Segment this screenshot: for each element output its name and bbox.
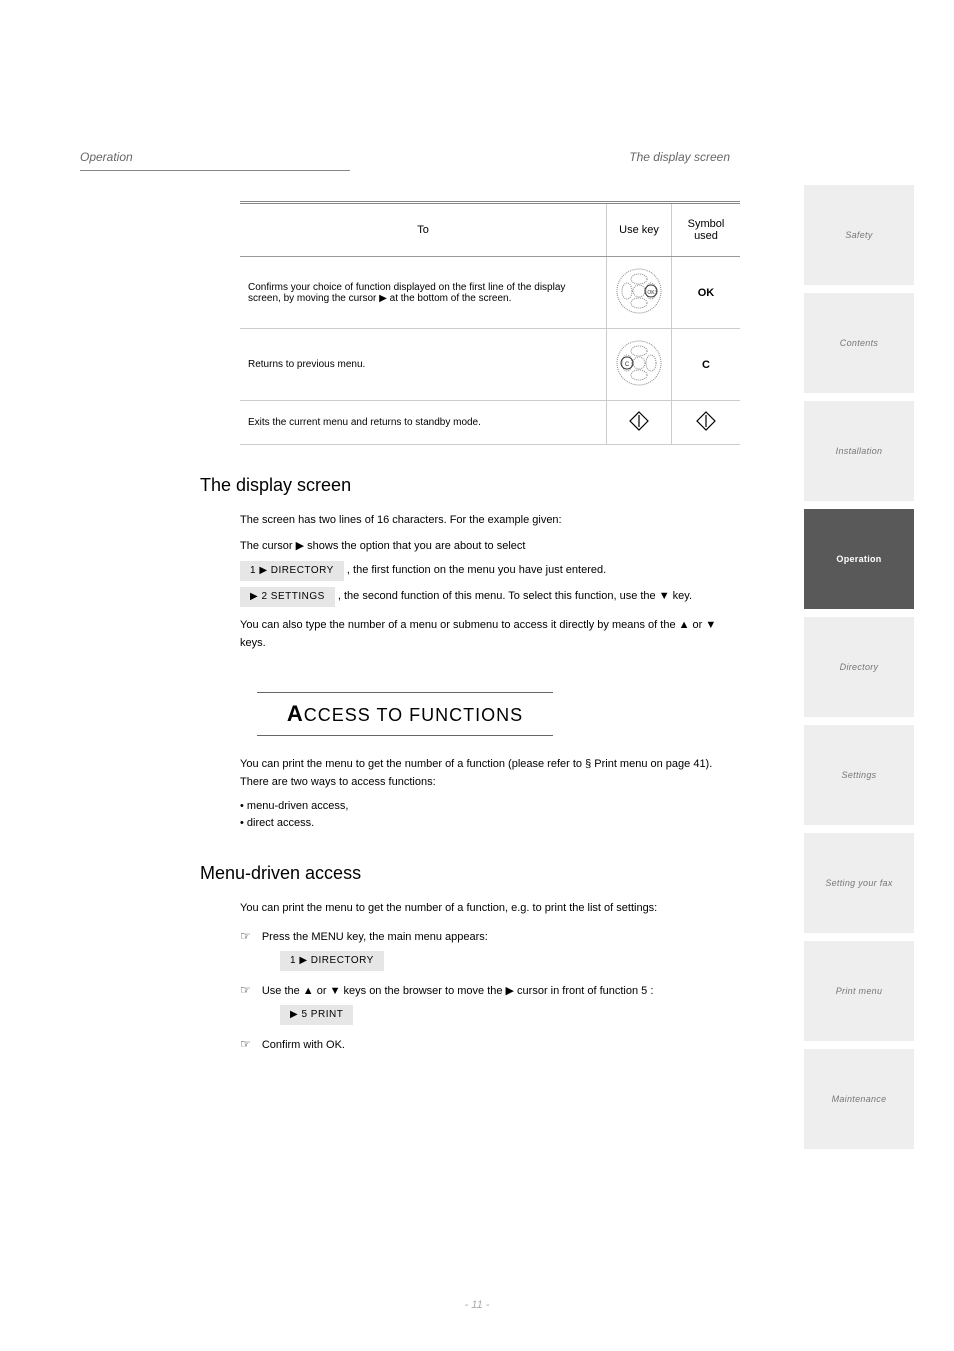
section-banner: ACCESS TO FUNCTIONS [80, 692, 730, 736]
tab-maintenance[interactable]: Maintenance [804, 1049, 914, 1149]
svg-text:OK: OK [647, 290, 655, 296]
dpad-icon: OK [615, 267, 663, 318]
pill-settings: ▶ 2 SETTINGS [240, 587, 335, 607]
step2-pill-row: ▶ 5 PRINT [280, 1005, 730, 1025]
step2: ☞ Use the ▲ or ▼ keys on the browser to … [240, 981, 730, 1001]
cell-to: Confirms your choice of function display… [240, 257, 607, 329]
cell-key: C [607, 329, 672, 401]
cell-key [607, 401, 672, 445]
page-content: Operation The display screen To Use key … [80, 150, 730, 1054]
diamond-icon [696, 422, 716, 434]
display-row1: 1 ▶ DIRECTORY , the first function on th… [240, 561, 730, 581]
hand-icon: ☞ [240, 1035, 251, 1054]
col-key: Use key [607, 203, 672, 257]
tab-safety[interactable]: Safety [804, 185, 914, 285]
display-intro: The screen has two lines of 16 character… [240, 512, 730, 530]
page-footer: - 11 - [0, 1299, 954, 1311]
tab-installation[interactable]: Installation [804, 401, 914, 501]
display-heading: The display screen [200, 475, 730, 496]
header-right: The display screen [629, 150, 730, 164]
bullet1: • menu-driven access, [240, 798, 730, 816]
cell-symbol [672, 401, 741, 445]
cell-to: Exits the current menu and returns to st… [240, 401, 607, 445]
display-text: The screen has two lines of 16 character… [240, 512, 730, 652]
table-row: Returns to previous menu. C C [240, 329, 740, 401]
access-intro: You can print the menu to get the number… [240, 756, 730, 791]
cell-to: Returns to previous menu. [240, 329, 607, 401]
after-pill1: , the first function on the menu you hav… [347, 564, 606, 576]
step1: ☞ Press the MENU key, the main menu appe… [240, 927, 730, 947]
diamond-icon [629, 411, 649, 434]
display-final: You can also type the number of a menu o… [240, 617, 730, 652]
cell-symbol: C [672, 329, 741, 401]
menu-intro: You can print the menu to get the number… [240, 900, 730, 918]
tab-settings[interactable]: Settings [804, 725, 914, 825]
tab-directory[interactable]: Directory [804, 617, 914, 717]
key-table-body: Confirms your choice of function display… [240, 257, 740, 445]
menu-access-body: You can print the menu to get the number… [240, 900, 730, 1054]
menu-access-heading: Menu-driven access [200, 863, 730, 884]
display-row2: ▶ 2 SETTINGS , the second function of th… [240, 587, 730, 607]
cell-symbol: OK [672, 257, 741, 329]
tab-operation[interactable]: Operation [804, 509, 914, 609]
header-left: Operation [80, 150, 133, 164]
tab-contents[interactable]: Contents [804, 293, 914, 393]
header-rule [80, 170, 350, 171]
col-to: To [240, 203, 607, 257]
hand-icon: ☞ [240, 981, 251, 1000]
pill-directory: 1 ▶ DIRECTORY [240, 561, 344, 581]
after-pill2: , the second function of this menu. To s… [338, 590, 692, 602]
running-header: Operation The display screen [80, 150, 730, 164]
table-header-row: To Use key Symbol used [240, 203, 740, 257]
table-row: Confirms your choice of function display… [240, 257, 740, 329]
pill-step1: 1 ▶ DIRECTORY [280, 951, 384, 971]
access-intro-block: You can print the menu to get the number… [240, 756, 730, 832]
tab-print-menu[interactable]: Print menu [804, 941, 914, 1041]
step1-pill-row: 1 ▶ DIRECTORY [280, 951, 730, 971]
cell-key: OK [607, 257, 672, 329]
display-line1: The cursor ▶ shows the option that you a… [240, 538, 730, 556]
tab-setting-your-fax[interactable]: Setting your fax [804, 833, 914, 933]
banner-first: A [287, 701, 304, 726]
bullet2: • direct access. [240, 815, 730, 833]
key-table: To Use key Symbol used Confirms your cho… [240, 201, 740, 445]
dpad-icon: C [615, 339, 663, 390]
table-row: Exits the current menu and returns to st… [240, 401, 740, 445]
svg-text:C: C [625, 362, 630, 368]
hand-icon: ☞ [240, 927, 251, 946]
banner-rest: CCESS TO FUNCTIONS [304, 705, 523, 725]
pill-step2: ▶ 5 PRINT [280, 1005, 353, 1025]
chapter-tabs: SafetyContentsInstallationOperationDirec… [804, 185, 914, 1157]
step3: ☞ Confirm with OK. [240, 1035, 730, 1055]
col-symbol: Symbol used [672, 203, 741, 257]
